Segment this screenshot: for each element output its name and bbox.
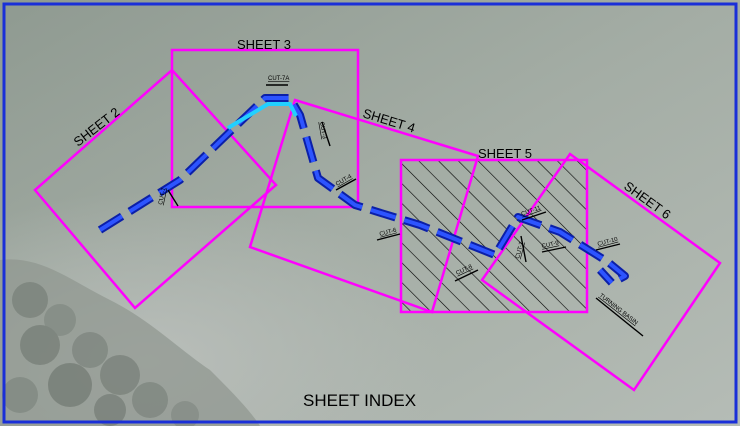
cut-label-1: CUT-1 <box>158 187 168 206</box>
cut-label-3: CUT-3 <box>318 121 327 140</box>
map-title: SHEET INDEX <box>303 391 416 410</box>
sheet-5-outline[interactable] <box>399 158 589 314</box>
cut-label-10: CUT-10 <box>597 237 619 248</box>
channel-alignment <box>97 94 629 287</box>
vegetation <box>2 282 199 426</box>
sheet-2-outline[interactable] <box>33 68 278 310</box>
cut-label-6: CUT-6 <box>379 227 398 237</box>
sheet-5-label: SHEET 5 <box>478 146 532 161</box>
sheet-6-outline[interactable] <box>480 152 722 392</box>
sheet-3-label: SHEET 3 <box>237 37 291 52</box>
cut-label-9: CUT-9 <box>541 240 560 250</box>
cut-label-7: CUT-7 <box>515 241 525 260</box>
cut-label-7a: CUT-7A <box>268 76 289 82</box>
